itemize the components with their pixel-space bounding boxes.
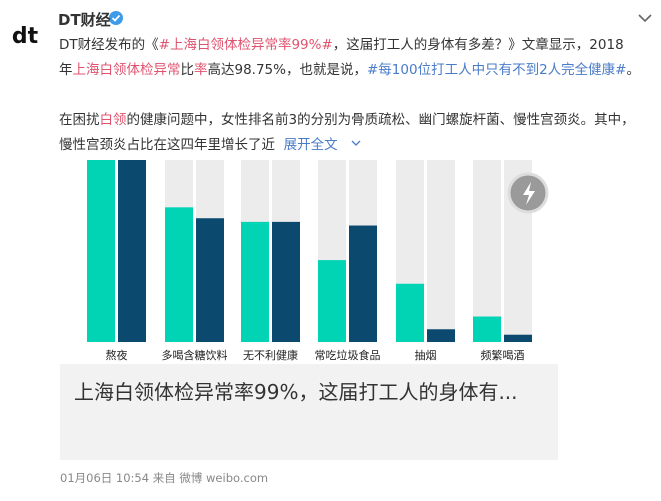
category-label: 多喝含糖饮料 — [162, 348, 228, 362]
bar — [196, 218, 224, 342]
category-label: 频繁喝酒 — [481, 348, 525, 362]
post-text: DT财经发布的《#上海白领体检异常率99%#，这届打工人的身体有多差？》文章显示… — [59, 33, 640, 158]
text-line: DT财经发布的《#上海白领体检异常率99%#，这届打工人的身体有多差？》文章显示… — [59, 33, 640, 58]
text-segment: 的健康问题中，女性排名前3的分别为骨质疏松、幽门螺旋杆菌、慢性宫颈炎。其中， — [126, 112, 635, 128]
text-segment: 在困扰 — [59, 112, 100, 128]
bar — [473, 316, 501, 342]
text-segment: 年 — [59, 62, 73, 78]
link-card[interactable]: 上海白领体检异常率99%，这届打工人的身体有... — [60, 364, 558, 460]
author-name[interactable]: DT财经 — [58, 11, 111, 29]
text-link[interactable]: #每100位打工人中只有不到2人完全健康# — [366, 62, 627, 78]
bar — [396, 283, 424, 342]
text-line: 慢性宫颈炎占比在这四年里增长了近 展开全文 — [59, 133, 640, 158]
text-line: 在困扰白领的健康问题中，女性排名前3的分别为骨质疏松、幽门螺旋杆菌、慢性宫颈炎。… — [59, 108, 640, 133]
text-line: 年上海白领体检异常比率高达98.75%，也就是说，#每100位打工人中只有不到2… — [59, 58, 640, 83]
bar — [427, 329, 455, 342]
bar — [349, 225, 377, 342]
post-meta: 01月06日 10:54 来自 微博 weibo.com — [60, 471, 269, 485]
chart-image[interactable]: 熬夜 多喝含糖饮料 无不利健康 常吃垃圾食品 抽烟 频繁喝酒 — [60, 160, 560, 364]
text-link[interactable]: 展开全文 — [275, 137, 338, 153]
bar — [318, 260, 346, 342]
bar — [118, 160, 146, 342]
bar — [165, 207, 193, 342]
text-link[interactable]: 白领 — [99, 112, 127, 128]
text-link[interactable]: 上海白领体检异常 — [72, 62, 181, 78]
text-segment: 。 — [626, 62, 640, 78]
category-label: 抽烟 — [415, 348, 437, 362]
bar — [241, 221, 269, 342]
text-segment: 慢性宫颈炎占比在这四年里增长了近 — [59, 137, 275, 153]
menu-chevron[interactable] — [638, 14, 652, 23]
text-line — [59, 83, 640, 108]
verified-icon — [109, 11, 123, 25]
text-link[interactable]: #上海白领体检异常率99%# — [158, 37, 333, 53]
text-segment: ，这届打工人的身体有多差？》文章显示，2018 — [332, 37, 624, 53]
text-segment: DT财经发布的《 — [59, 37, 159, 53]
category-label: 熬夜 — [106, 348, 128, 362]
bar — [87, 160, 115, 342]
expand-chevron[interactable] — [351, 140, 361, 146]
text-segment: 高达98.75%，也就是说， — [207, 62, 367, 78]
live-bolt — [523, 182, 535, 205]
bar — [272, 221, 300, 342]
text-link[interactable]: 率 — [194, 62, 208, 78]
bar-track — [427, 160, 455, 342]
text-segment: 比 — [180, 62, 195, 78]
verified-check — [111, 14, 121, 22]
bar-track — [473, 160, 501, 342]
bar — [504, 334, 532, 342]
category-label: 常吃垃圾食品 — [315, 348, 381, 362]
category-label: 无不利健康 — [243, 348, 298, 362]
avatar-logo: dt — [12, 24, 39, 49]
